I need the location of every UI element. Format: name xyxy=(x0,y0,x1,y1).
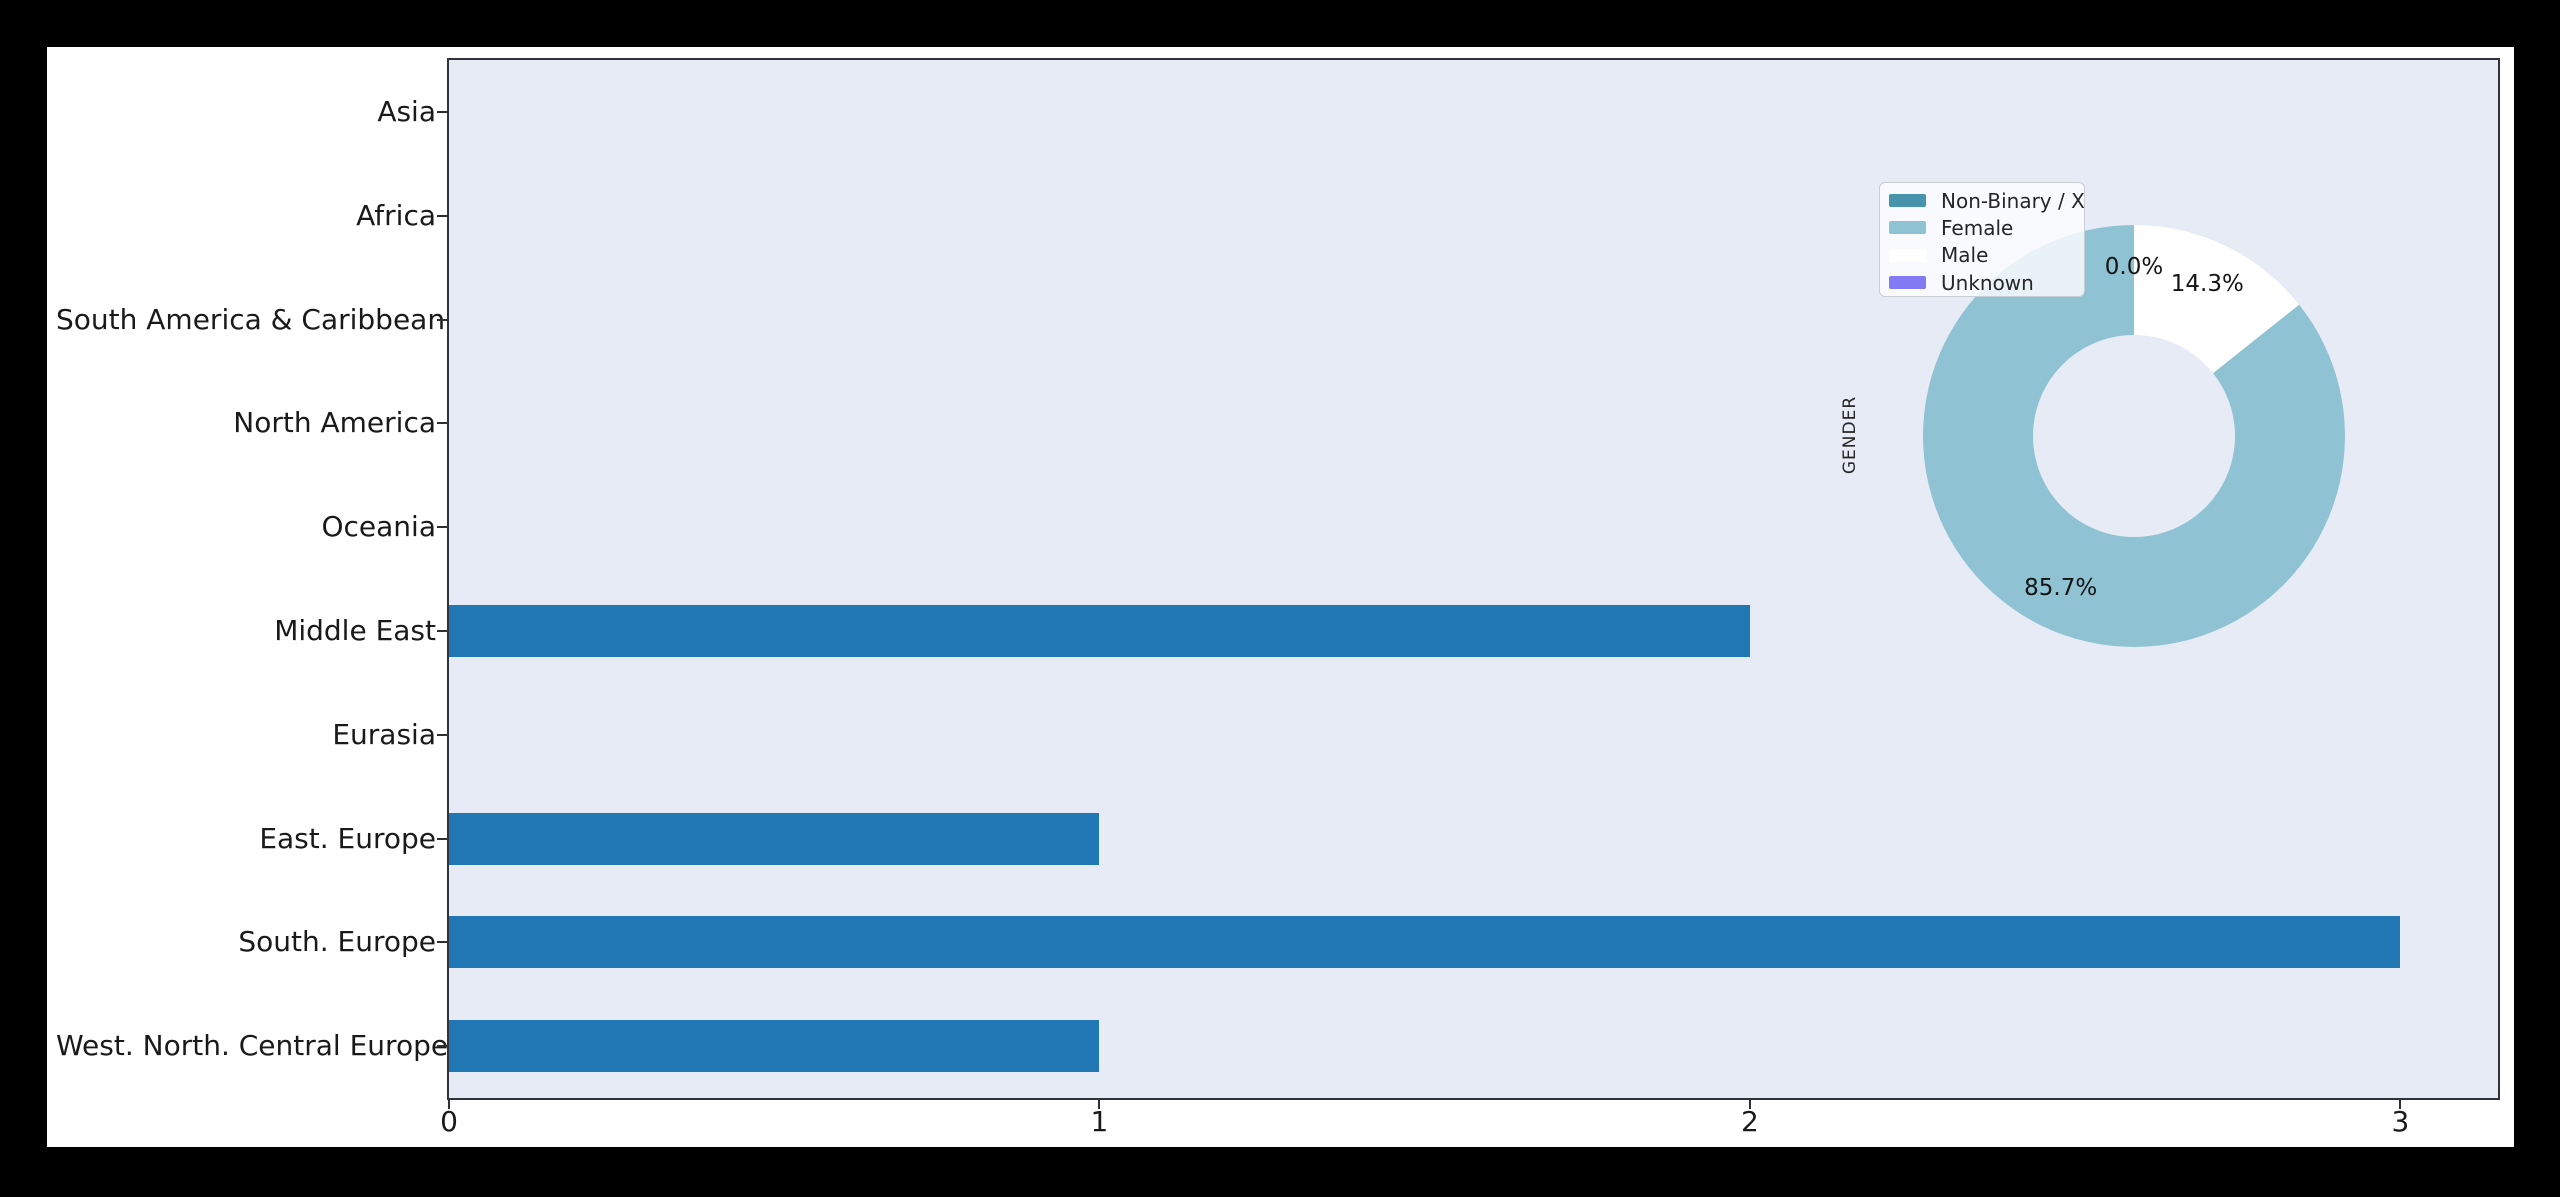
x-tick-mark xyxy=(2399,1100,2402,1109)
y-tick-label: Asia xyxy=(377,94,436,128)
legend-label: Female xyxy=(1941,215,2014,240)
y-tick-label: Eurasia xyxy=(332,717,436,751)
y-tick-mark xyxy=(437,733,447,736)
y-tick-mark xyxy=(437,422,447,425)
y-tick-label: Oceania xyxy=(321,510,436,544)
y-tick-label: East. Europe xyxy=(259,821,436,855)
legend-swatch-non-binary-x xyxy=(1889,194,1926,208)
legend-label: Unknown xyxy=(1941,270,2034,295)
gender-axis-label: GENDER xyxy=(1840,395,1860,475)
y-tick-mark xyxy=(437,214,447,217)
x-tick-label: 3 xyxy=(2391,1105,2410,1138)
legend-swatch-unknown xyxy=(1889,276,1926,290)
y-tick-mark xyxy=(437,526,447,529)
x-tick-mark xyxy=(448,1100,450,1109)
donut-wedge-male xyxy=(2134,225,2300,374)
legend-row: Unknown xyxy=(1880,269,2084,296)
legend-swatch-male xyxy=(1889,248,1926,262)
y-tick-mark xyxy=(437,837,447,840)
donut-wedge-female xyxy=(1922,225,2345,647)
y-tick-label: West. North. Central Europe xyxy=(56,1029,449,1063)
legend-swatch-female xyxy=(1889,221,1926,235)
y-tick-mark xyxy=(437,941,447,944)
x-tick-mark xyxy=(1748,1100,1751,1109)
bar-east-europe xyxy=(449,812,1100,865)
x-tick-label: 2 xyxy=(1741,1105,1759,1138)
donut-pct-label: 85.7% xyxy=(2024,575,2098,602)
y-tick-mark xyxy=(437,318,447,321)
y-tick-mark xyxy=(437,1045,447,1048)
y-tick-mark xyxy=(437,110,447,113)
x-tick-label: 0 xyxy=(440,1105,458,1138)
bar-plot-area: 0.0% 85.7% 14.3% Non-Binary / X Female Male U… xyxy=(447,58,2500,1100)
figure: Asia Africa South America & Caribbean North… xyxy=(47,47,2514,1147)
y-tick-label: Middle East xyxy=(274,613,436,647)
gender-donut-chart xyxy=(1922,225,2345,647)
donut-pct-label: 14.3% xyxy=(2170,270,2244,297)
bar-west-north-central-europe xyxy=(449,1020,1100,1073)
legend-row: Non-Binary / X xyxy=(1880,187,2085,214)
y-tick-label: North America xyxy=(233,406,436,440)
y-tick-mark xyxy=(437,629,447,632)
x-tick-mark xyxy=(1098,1100,1101,1109)
legend-row: Male xyxy=(1880,242,2084,269)
bar-middle-east xyxy=(449,604,1750,657)
y-tick-label: South America & Caribbean xyxy=(56,302,446,336)
y-tick-label: Africa xyxy=(356,198,436,232)
gender-legend: Non-Binary / X Female Male Unknown xyxy=(1879,182,2085,297)
legend-label: Male xyxy=(1941,243,1989,268)
donut-pct-label: 0.0% xyxy=(2104,254,2164,281)
legend-row: Female xyxy=(1880,214,2084,241)
y-tick-label: South. Europe xyxy=(238,925,436,959)
bar-south-europe xyxy=(449,916,2401,969)
x-tick-label: 1 xyxy=(1090,1105,1109,1138)
legend-label: Non-Binary / X xyxy=(1941,188,2085,213)
